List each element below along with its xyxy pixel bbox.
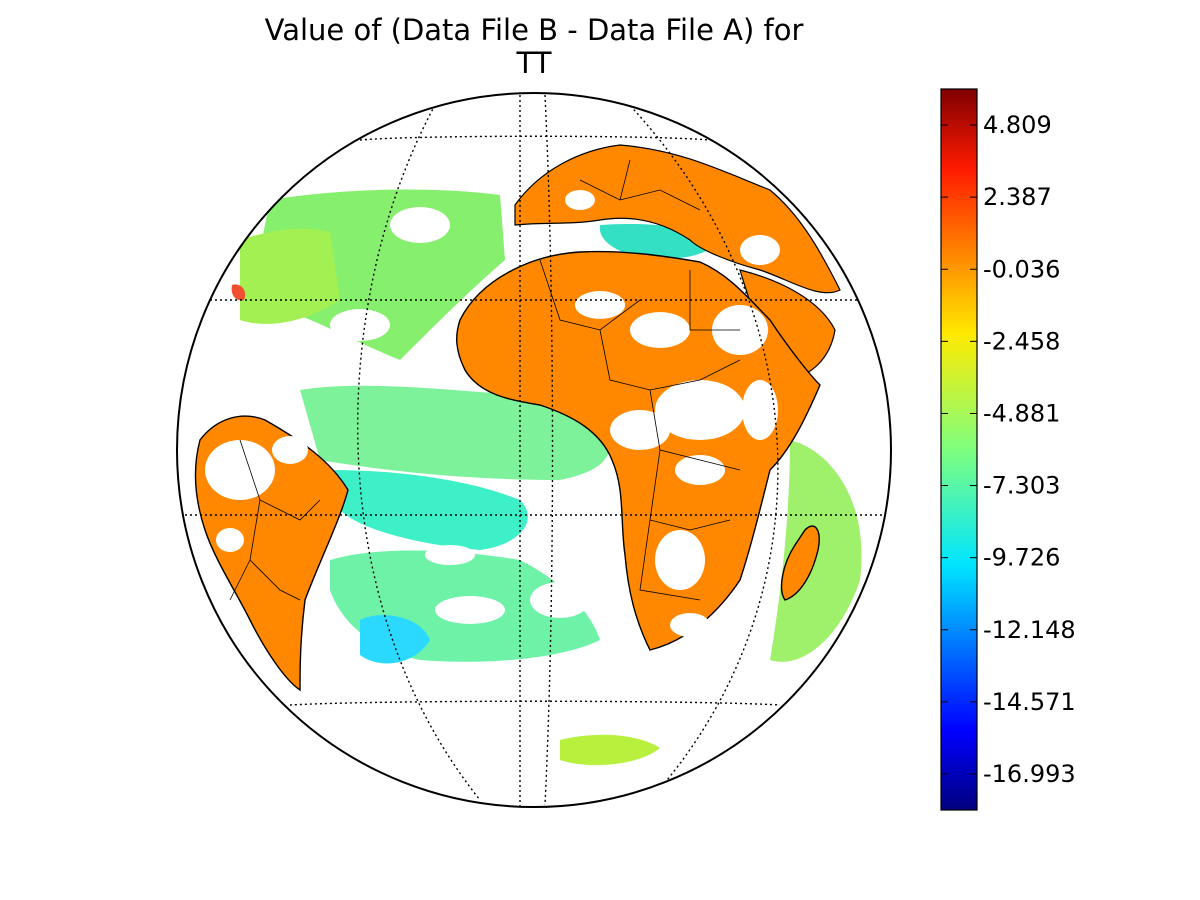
madagascar-landmass	[780, 525, 820, 601]
figure-title: Value of (Data File B - Data File A) for…	[265, 14, 804, 80]
globe-outline	[176, 92, 892, 808]
southern-band-field	[560, 734, 660, 766]
colorbar-tick-label: 4.809	[983, 111, 1052, 139]
colorbar-tick-label: -16.993	[983, 760, 1076, 788]
equatorial-field	[330, 470, 528, 550]
title-line-1: Value of (Data File B - Data File A) for	[264, 13, 804, 47]
colorbar-tick-label: -0.036	[983, 255, 1060, 283]
colorbar-gradient	[940, 88, 978, 811]
red-hotspot-field	[231, 284, 246, 301]
colorbar-tick-label: -12.148	[983, 616, 1076, 644]
colorbar-tick-label: -9.726	[983, 544, 1060, 572]
colorbar-tick-label: -4.881	[983, 399, 1060, 427]
no-data-regions	[205, 190, 780, 720]
colorbar-ticks: 4.809 2.387 -0.036 -2.458 -4.881 -7.303 -9.726…	[941, 111, 1076, 788]
colorbar-tick-label: -14.571	[983, 688, 1076, 716]
graticule	[177, 93, 891, 807]
globe-map	[176, 92, 892, 808]
colorbar-tick-label: -7.303	[983, 472, 1060, 500]
data-field	[177, 93, 891, 807]
colorbar-tick-label: -2.458	[983, 327, 1060, 355]
south-atlantic-cold-field	[360, 615, 430, 664]
colorbar: 4.809 2.387 -0.036 -2.458 -4.881 -7.303 -9.726…	[940, 88, 1076, 811]
tropical-atlantic-field	[300, 385, 610, 480]
title-line-2: TT	[516, 46, 552, 80]
colorbar-tick-label: 2.387	[983, 183, 1052, 211]
country-borders	[229, 159, 741, 601]
